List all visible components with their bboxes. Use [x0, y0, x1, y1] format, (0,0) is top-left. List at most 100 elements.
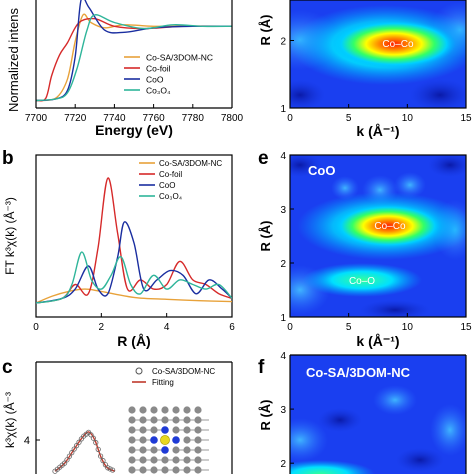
legend-label-co3o4: Co₃O₄: [146, 86, 171, 96]
carbon-atom: [194, 446, 202, 454]
heat-peak-co-co: [333, 204, 443, 248]
panel-b: b FT k³χ(k) (Å⁻³) 0 2 4 6 R (Å) Co-SA/3DOM-…: [2, 148, 235, 349]
panel-e-xlabel: k (Å⁻¹): [356, 333, 399, 349]
carbon-atom: [183, 456, 191, 464]
carbon-atom: [128, 456, 136, 464]
ft-exafs-plot-area: [36, 177, 232, 304]
panel-c-ylabel: k³χ(k) (Å⁻³: [2, 392, 17, 448]
carbon-atom: [128, 466, 136, 474]
panel-c: c k³χ(k) (Å⁻³ 4 Co-SA/3DOM-NC Fitting: [2, 357, 233, 474]
carbon-atom: [194, 466, 202, 474]
data-point: [90, 435, 97, 441]
carbon-atom: [172, 456, 180, 464]
data-point: [107, 466, 113, 472]
data-point: [76, 439, 82, 445]
data-point: [69, 450, 75, 456]
nitrogen-atom: [150, 436, 158, 444]
carbon-atom: [150, 416, 158, 424]
nitrogen-atom: [161, 446, 169, 454]
panel-e-annotation-co-o: Co–O: [349, 276, 375, 287]
panel-b-label: b: [2, 148, 14, 169]
molecule-structure-inset: [128, 406, 209, 474]
carbon-atom: [128, 446, 136, 454]
panel-e-ticks: 0 5 10 15 1 2 3 4: [280, 151, 472, 333]
carbon-atom: [161, 466, 169, 474]
panel-c-label: c: [2, 357, 13, 378]
panel-e-label: e: [258, 148, 269, 169]
data-point: [61, 460, 68, 466]
carbon-atom: [194, 416, 202, 424]
ft-series-line-coo: [36, 221, 232, 304]
panel-e-ylabel: R (Å): [258, 220, 273, 251]
carbon-atom: [172, 466, 180, 474]
carbon-atom: [128, 436, 136, 444]
ytick-label: 2: [280, 37, 286, 48]
panel-d-frame: [289, 0, 467, 109]
xtick-label: 0: [287, 322, 293, 333]
carbon-atom: [183, 466, 191, 474]
panel-f: f Co-SA/3DOM-NC R (Å) 2 3 4: [258, 351, 467, 474]
legend-c-label-co-sa: Co-SA/3DOM-NC: [152, 367, 215, 376]
data-point: [100, 458, 106, 464]
legend-c-label-fit: Fitting: [152, 378, 174, 387]
panel-f-ylabel: R (Å): [258, 399, 273, 430]
heat-bg-blob: [430, 404, 466, 456]
legend-c-marker-co-sa: [135, 367, 143, 375]
carbon-atom: [139, 446, 147, 454]
carbon-atom: [161, 416, 169, 424]
legend-b-label-co-sa: Co-SA/3DOM-NC: [159, 159, 222, 168]
panel-b-legend: Co-SA/3DOM-NC Co-foil CoO Co₃O₄: [139, 159, 222, 201]
panel-a: Normalized intens 7700 7720 7740 7760 7780 78…: [6, 0, 244, 138]
xtick-label: 7760: [142, 113, 165, 124]
panel-b-ticks: 0 2 4 6: [33, 313, 235, 333]
data-point: [88, 432, 94, 438]
panel-a-ylabel: Normalized intens: [6, 7, 21, 112]
panel-f-ticks: 2 3 4: [280, 351, 294, 470]
xtick-label: 7780: [182, 113, 205, 124]
xtick-label: 0: [33, 322, 39, 333]
panel-b-ylabel: FT k³χ(k) (Å⁻³): [2, 197, 17, 275]
ytick-label: 1: [280, 313, 286, 324]
ytick-label: 1: [280, 104, 286, 115]
panel-f-label: f: [258, 357, 265, 378]
heat-peak-co-co: [332, 20, 456, 68]
carbon-atom: [150, 466, 158, 474]
panel-c-ytick-label: 4: [24, 435, 30, 447]
carbon-atom: [139, 406, 147, 414]
ft-series-line-co-sa: [36, 288, 232, 304]
heat-bg-blob: [373, 385, 417, 415]
xtick-label: 5: [346, 322, 352, 333]
legend-label-co-sa: Co-SA/3DOM-NC: [146, 53, 213, 63]
carbon-atom: [128, 426, 136, 434]
cobalt-atom: [160, 435, 170, 445]
ytick-label: 4: [280, 351, 286, 362]
carbon-atom: [139, 466, 147, 474]
carbon-atom: [139, 416, 147, 424]
panel-d-ylabel: R (Å): [258, 14, 273, 45]
carbon-atom: [161, 406, 169, 414]
carbon-atom: [150, 406, 158, 414]
legend-label-co-foil: Co-foil: [146, 64, 171, 74]
data-point: [74, 443, 80, 449]
carbon-atom: [150, 426, 158, 434]
data-point: [95, 446, 101, 452]
panel-f-title: Co-SA/3DOM-NC: [306, 365, 411, 380]
xtick-label: 2: [99, 322, 105, 333]
xtick-label: 4: [164, 322, 170, 333]
carbon-atom: [172, 416, 180, 424]
carbon-atom: [183, 436, 191, 444]
heat-dark-blob: [290, 80, 325, 108]
data-point: [71, 446, 77, 452]
xtick-label: 10: [402, 113, 414, 124]
panel-b-frame: [35, 154, 233, 318]
carbon-atom: [150, 446, 158, 454]
ytick-label: 3: [280, 205, 286, 216]
xtick-label: 6: [229, 322, 235, 333]
carbon-atom: [172, 426, 180, 434]
xtick-label: 7700: [25, 113, 48, 124]
panel-a-xlabel: Energy (eV): [95, 122, 173, 138]
series-line-co3o4: [36, 14, 232, 102]
heat-dark-blob: [290, 155, 322, 177]
carbon-atom: [194, 436, 202, 444]
